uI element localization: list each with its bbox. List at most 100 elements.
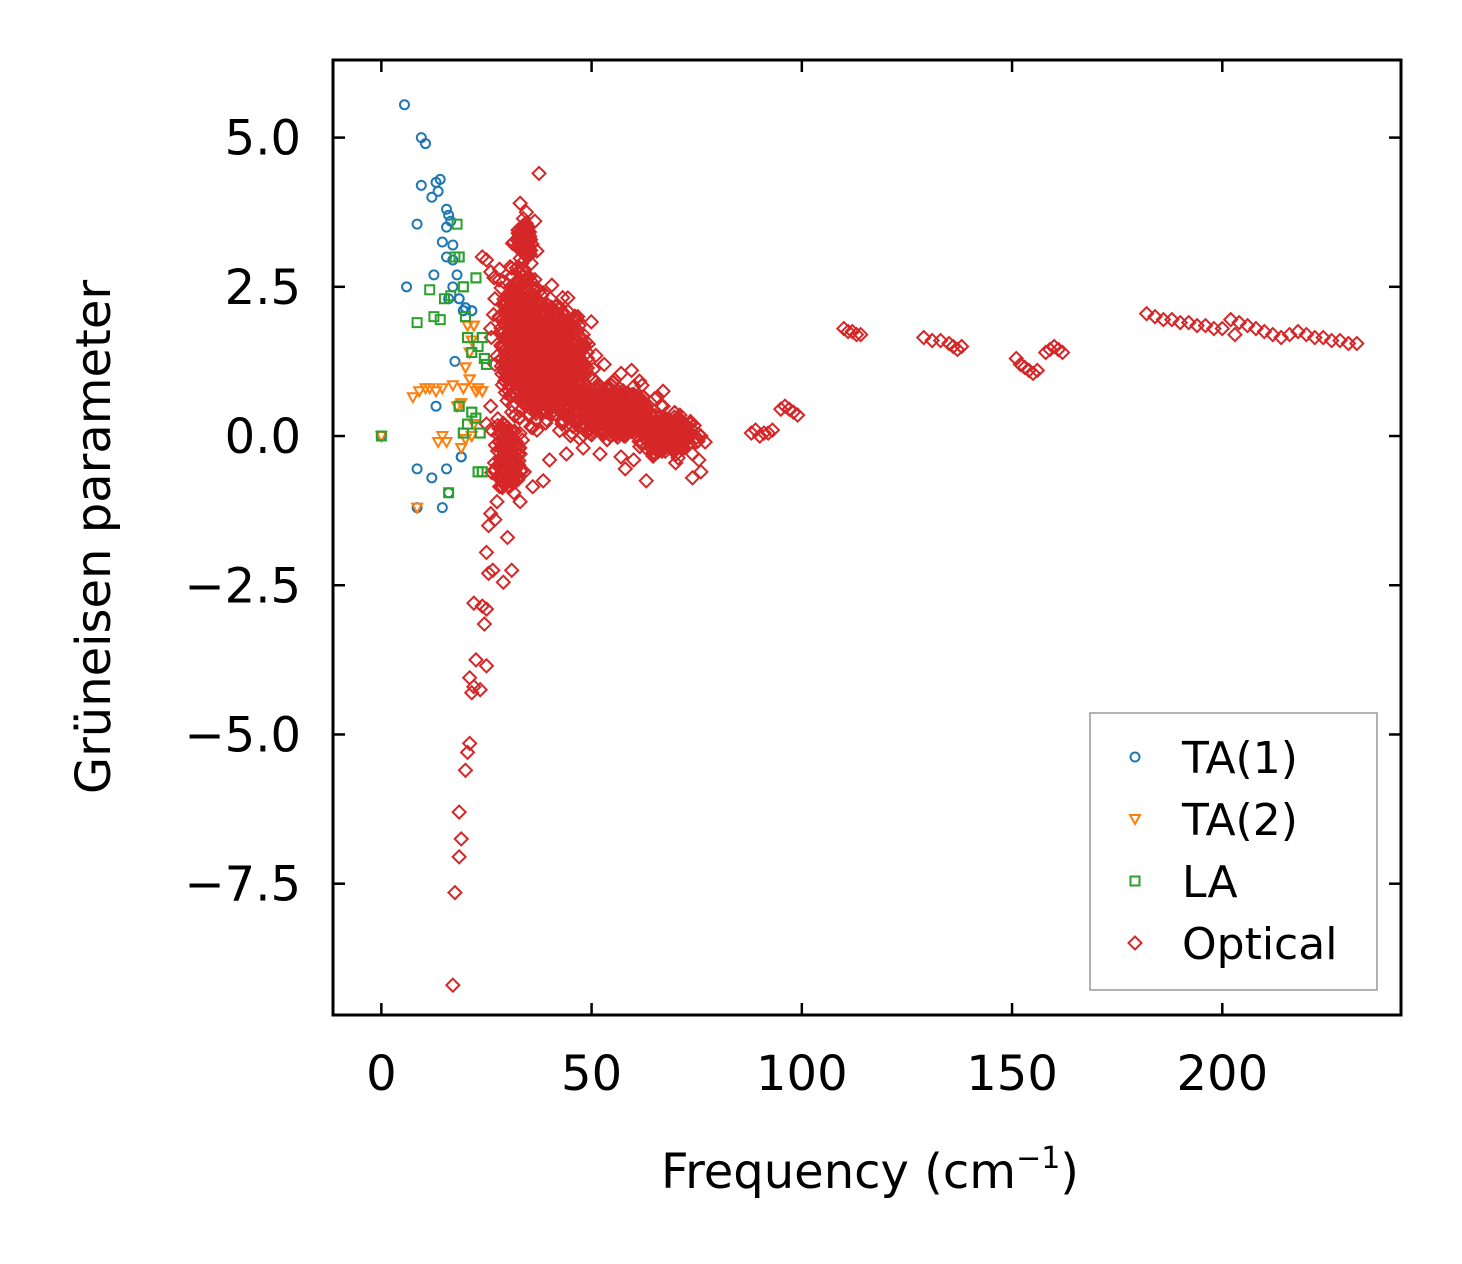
- acoustic-point: [462, 418, 474, 430]
- ta-2-point: [446, 380, 460, 393]
- acoustic-point: [453, 251, 465, 263]
- optical-point: [600, 404, 617, 421]
- optical-point: [559, 397, 576, 414]
- optical-point: [515, 396, 532, 412]
- ta-1-point: [415, 179, 427, 191]
- optical-point: [494, 472, 511, 489]
- optical-point: [852, 326, 869, 343]
- y-tick-label: 5.0: [225, 111, 301, 167]
- optical-point: [953, 338, 970, 355]
- ta-1-point: [436, 236, 448, 248]
- optical-point: [659, 428, 676, 444]
- acoustic-point: [470, 272, 482, 284]
- x-axis-label-close: ): [1060, 1144, 1079, 1200]
- optical-point: [616, 403, 632, 420]
- optical-point: [486, 511, 503, 528]
- optical-point: [1008, 350, 1025, 367]
- x-tick-label: 100: [756, 1046, 848, 1102]
- optical-point: [631, 438, 648, 455]
- optical-point: [692, 428, 709, 444]
- optical-point: [573, 389, 590, 406]
- optical-point: [472, 681, 489, 698]
- optical-point: [663, 416, 680, 433]
- optical-point: [550, 308, 567, 324]
- optical-point: [492, 451, 509, 468]
- ta-1-point: [441, 463, 453, 475]
- optical-point: [537, 403, 554, 420]
- optical-point: [550, 374, 566, 391]
- acoustic-point: [476, 332, 488, 344]
- optical-point: [583, 398, 600, 415]
- optical-point: [575, 440, 592, 456]
- legend-frame: [1089, 712, 1378, 991]
- optical-point: [506, 474, 522, 491]
- optical-point: [650, 410, 667, 427]
- optical-point: [505, 234, 522, 250]
- optical-point: [655, 398, 671, 415]
- ta-1-point: [447, 239, 459, 251]
- optical-point: [453, 831, 470, 847]
- optical-point: [528, 349, 545, 366]
- optical-point: [480, 565, 497, 582]
- optical-point: [686, 417, 703, 434]
- optical-point: [502, 386, 519, 403]
- optical-point: [680, 428, 697, 444]
- optical-point: [512, 195, 529, 212]
- optical-point: [671, 422, 688, 438]
- optical-point: [495, 574, 512, 591]
- optical-point: [483, 421, 499, 438]
- acoustic-point: [458, 434, 473, 447]
- acoustic-point: [454, 442, 468, 456]
- optical-point: [478, 657, 495, 674]
- optical-point: [518, 361, 535, 378]
- optical-point: [553, 412, 570, 429]
- optical-point: [684, 446, 701, 462]
- optical-point: [555, 378, 572, 395]
- optical-point: [507, 296, 524, 313]
- optical-point: [1264, 326, 1281, 343]
- ta-1-point: [411, 218, 423, 230]
- ta-1-point: [401, 281, 413, 293]
- optical-point: [1138, 305, 1155, 322]
- optical-point: [1273, 329, 1290, 346]
- optical-point: [541, 398, 558, 415]
- ta-1-point: [451, 269, 463, 281]
- optical-point: [451, 804, 468, 820]
- optical-point: [502, 279, 519, 296]
- optical-point: [643, 439, 660, 456]
- ticks-layer: 0 50 100 150 200 5.0 2.5 0.0 −2.5 −5.0 −7.5: [184, 60, 1401, 1102]
- optical-point: [491, 308, 508, 325]
- optical-point: [646, 440, 663, 456]
- acoustic-point: [478, 352, 490, 364]
- optical-point: [1054, 344, 1071, 361]
- optical-point: [1197, 317, 1214, 334]
- optical-point: [747, 422, 764, 438]
- optical-point: [512, 250, 529, 267]
- acoustic-point: [476, 466, 488, 478]
- optical-point: [692, 463, 709, 480]
- y-tick-label: −7.5: [184, 857, 301, 913]
- optical-point: [503, 460, 520, 477]
- optical-point: [514, 390, 531, 407]
- optical-point: [1239, 317, 1256, 334]
- optical-point: [840, 323, 856, 340]
- optical-point: [596, 356, 613, 373]
- optical-point: [537, 338, 554, 355]
- optical-point: [486, 290, 503, 307]
- optical-point: [663, 440, 680, 457]
- optical-point: [596, 386, 613, 403]
- acoustic-point: [475, 386, 489, 399]
- optical-point: [501, 377, 518, 394]
- optical-point: [764, 422, 781, 438]
- optical-point: [644, 415, 661, 432]
- optical-point: [476, 616, 493, 632]
- optical-point: [543, 277, 560, 294]
- optical-point: [566, 362, 583, 379]
- acoustic-point: [480, 358, 492, 370]
- optical-point: [545, 326, 562, 343]
- optical-point: [535, 472, 552, 489]
- optical-point: [585, 403, 602, 419]
- optical-point: [667, 454, 684, 471]
- optical-point: [498, 340, 515, 357]
